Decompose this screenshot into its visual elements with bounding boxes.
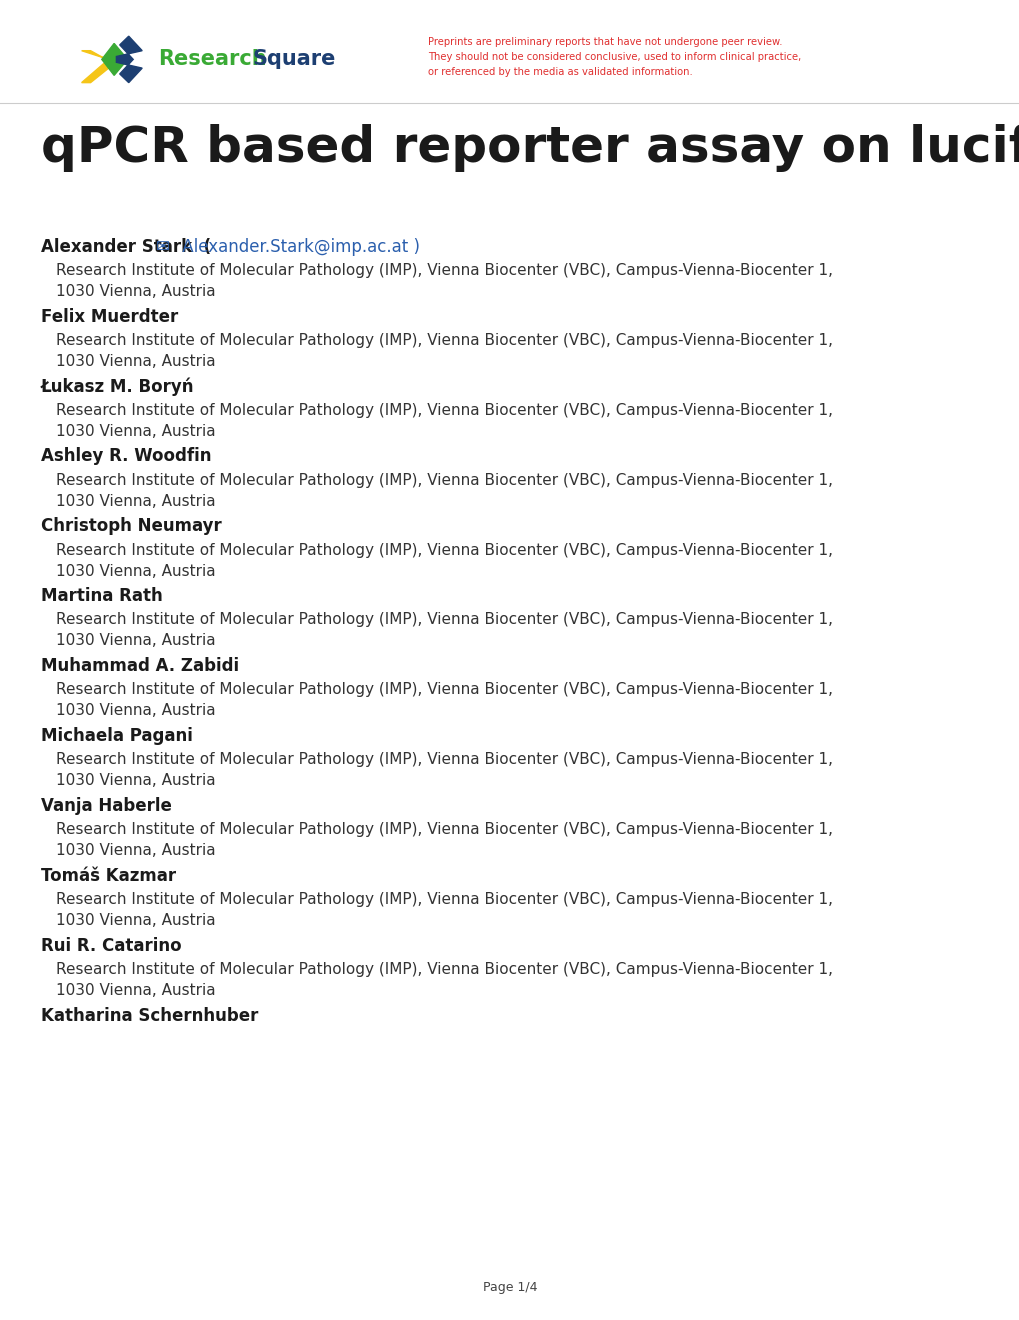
Text: Rui R. Catarino: Rui R. Catarino (41, 937, 181, 956)
Text: Research Institute of Molecular Pathology (IMP), Vienna Biocenter (VBC), Campus-: Research Institute of Molecular Patholog… (56, 543, 833, 578)
Text: Alexander.Stark@imp.ac.at ): Alexander.Stark@imp.ac.at ) (176, 238, 419, 256)
Polygon shape (116, 36, 142, 83)
Text: Martina Rath: Martina Rath (41, 587, 162, 606)
Polygon shape (102, 44, 127, 75)
Text: Tomáš Kazmar: Tomáš Kazmar (41, 867, 175, 886)
Text: Alexander Stark  (: Alexander Stark ( (41, 238, 216, 256)
Text: Vanja Haberle: Vanja Haberle (41, 797, 171, 816)
Text: Research Institute of Molecular Pathology (IMP), Vienna Biocenter (VBC), Campus-: Research Institute of Molecular Patholog… (56, 682, 833, 718)
Text: Square: Square (253, 49, 336, 70)
Text: ✉: ✉ (156, 238, 170, 256)
Text: Research Institute of Molecular Pathology (IMP), Vienna Biocenter (VBC), Campus-: Research Institute of Molecular Patholog… (56, 822, 833, 858)
Text: Preprints are preliminary reports that have not undergone peer review.
They shou: Preprints are preliminary reports that h… (428, 37, 801, 77)
Text: Christoph Neumayr: Christoph Neumayr (41, 517, 221, 536)
Text: Research Institute of Molecular Pathology (IMP), Vienna Biocenter (VBC), Campus-: Research Institute of Molecular Patholog… (56, 403, 833, 438)
Text: Łukasz M. Boryń: Łukasz M. Boryń (41, 378, 194, 396)
Text: Research Institute of Molecular Pathology (IMP), Vienna Biocenter (VBC), Campus-: Research Institute of Molecular Patholog… (56, 962, 833, 998)
Text: Research Institute of Molecular Pathology (IMP), Vienna Biocenter (VBC), Campus-: Research Institute of Molecular Patholog… (56, 752, 833, 788)
Text: Research Institute of Molecular Pathology (IMP), Vienna Biocenter (VBC), Campus-: Research Institute of Molecular Patholog… (56, 612, 833, 648)
Text: Felix Muerdter: Felix Muerdter (41, 308, 178, 326)
Text: Research Institute of Molecular Pathology (IMP), Vienna Biocenter (VBC), Campus-: Research Institute of Molecular Patholog… (56, 473, 833, 508)
Text: Katharina Schernhuber: Katharina Schernhuber (41, 1007, 258, 1026)
Text: Research: Research (158, 49, 266, 70)
Text: Research Institute of Molecular Pathology (IMP), Vienna Biocenter (VBC), Campus-: Research Institute of Molecular Patholog… (56, 892, 833, 928)
Text: Muhammad A. Zabidi: Muhammad A. Zabidi (41, 657, 238, 676)
Text: Page 1/4: Page 1/4 (482, 1280, 537, 1294)
Text: Ashley R. Woodfin: Ashley R. Woodfin (41, 447, 211, 466)
Text: Research Institute of Molecular Pathology (IMP), Vienna Biocenter (VBC), Campus-: Research Institute of Molecular Patholog… (56, 263, 833, 298)
Text: Michaela Pagani: Michaela Pagani (41, 727, 193, 746)
Polygon shape (82, 50, 114, 83)
Text: Research Institute of Molecular Pathology (IMP), Vienna Biocenter (VBC), Campus-: Research Institute of Molecular Patholog… (56, 333, 833, 368)
Text: qPCR based reporter assay on luciferase transcripts: qPCR based reporter assay on luciferase … (41, 124, 1019, 172)
